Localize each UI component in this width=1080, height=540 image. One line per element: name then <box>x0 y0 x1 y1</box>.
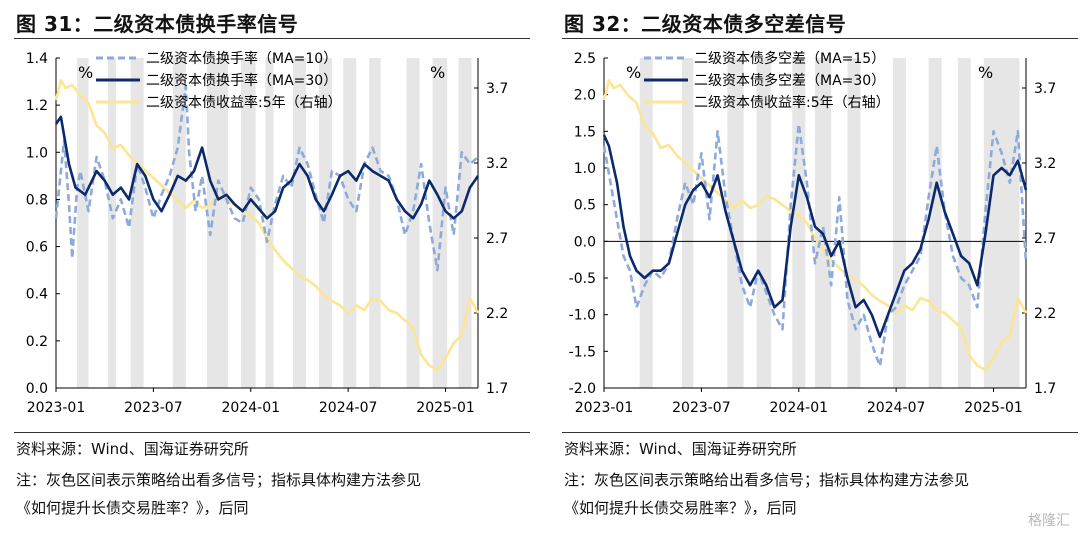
left-tick-label: 1.4 <box>26 51 48 67</box>
x-tick-label: 2023-07 <box>124 400 183 416</box>
left-tick-label: 0.5 <box>574 198 596 214</box>
left-tick-label: 1.0 <box>574 161 596 177</box>
source-rule <box>14 432 530 433</box>
x-tick-label: 2024-07 <box>319 400 378 416</box>
long-short-chart: -2.0 -1.5 -1.0 -0.5 0.0 0.5 1.0 1.5 2.0 2.5 1.7 2.2… <box>569 50 1057 416</box>
series-line-0 <box>602 122 1028 368</box>
legend-label: 二级资本债换手率（MA=10） <box>146 50 337 67</box>
signal-shade <box>241 58 256 388</box>
series-line-0 <box>54 84 479 272</box>
note-line-1: 注：灰色区间表示策略给出看多信号；指标具体构建方法参见 <box>16 471 422 489</box>
left-tick-label: 0.6 <box>26 240 48 256</box>
x-tick-label: 2024-07 <box>867 400 926 416</box>
left-tick-label: 1.2 <box>26 98 48 114</box>
left-tick-label: 0.4 <box>26 287 48 303</box>
left-tick-label: 2.0 <box>574 88 596 104</box>
right-tick-label: 1.7 <box>1034 381 1056 397</box>
left-tick-label: -1.5 <box>569 344 596 360</box>
note-text: 注：灰色区间表示策略给出看多信号；指标具体构建方法参见 《如何提升长债交易胜率？… <box>564 466 1074 522</box>
signal-shade <box>206 58 229 388</box>
x-tick-label: 2023-07 <box>672 400 731 416</box>
legend-label: 二级资本债多空差（MA=15） <box>694 50 885 67</box>
title-rule <box>562 38 1078 39</box>
note-line-2: 《如何提升长债交易胜率？》，后同 <box>564 499 797 517</box>
figure-32-panel: 图 32：二级资本债多空差信号 -2.0 -1.5 -1.0 -0.5 0.0 0.5 1.… <box>548 0 1078 540</box>
signal-shade <box>756 58 772 388</box>
source-rule <box>562 432 1078 433</box>
left-tick-label: 2.5 <box>574 51 596 67</box>
left-tick-label: -0.5 <box>569 271 596 287</box>
signal-shade <box>681 58 694 388</box>
title-rule <box>14 38 530 39</box>
signal-shade <box>928 58 942 388</box>
signal-shade <box>318 58 332 388</box>
left-tick-label: 0.0 <box>26 381 48 397</box>
left-tick-label: 0.0 <box>574 234 596 250</box>
signal-shade <box>815 58 832 388</box>
series-line-1 <box>602 134 1028 339</box>
left-unit-label: % <box>78 63 93 82</box>
x-tick-label: 2024-01 <box>222 400 281 416</box>
legend-label: 二级资本债多空差（MA=30） <box>694 72 885 89</box>
series-line-2 <box>54 79 480 372</box>
signal-shade <box>639 58 653 388</box>
signal-shade <box>77 58 89 388</box>
note-line-2: 《如何提升长债交易胜率？》，后同 <box>16 499 249 517</box>
signal-shade <box>369 58 381 388</box>
left-tick-label: -1.0 <box>569 308 596 324</box>
legend-label: 二级资本债换手率（MA=30） <box>146 72 337 89</box>
legend-label: 二级资本债收益率:5年（右轴） <box>146 94 342 111</box>
signal-shade <box>343 58 357 388</box>
right-tick-label: 3.7 <box>486 81 508 97</box>
series-line-1 <box>54 115 480 220</box>
right-unit-label: % <box>978 63 993 82</box>
signal-shade <box>406 58 420 388</box>
right-tick-label: 2.7 <box>486 231 508 247</box>
signal-shade <box>172 58 186 388</box>
x-tick-label: 2023-01 <box>575 400 634 416</box>
watermark-logo: 格隆汇 <box>1028 513 1070 529</box>
turnover-chart: 0.0 0.2 0.4 0.6 0.8 1.0 1.2 1.4 1.7 2.2 2.7 3.2 3.7 2… <box>26 50 509 416</box>
signal-shade <box>107 58 117 388</box>
signal-shade <box>727 58 744 388</box>
signal-shade <box>265 58 274 388</box>
right-tick-label: 1.7 <box>486 381 508 397</box>
left-tick-label: -2.0 <box>569 381 596 397</box>
signal-shade <box>892 58 906 388</box>
x-tick-label: 2023-01 <box>27 400 86 416</box>
figure-title: 图 31：二级资本债换手率信号 <box>16 12 299 36</box>
right-tick-label: 2.7 <box>1034 231 1056 247</box>
right-tick-label: 2.2 <box>486 306 508 322</box>
note-line-1: 注：灰色区间表示策略给出看多信号；指标具体构建方法参见 <box>564 471 970 489</box>
note-text: 注：灰色区间表示策略给出看多信号；指标具体构建方法参见 《如何提升长债交易胜率？… <box>16 466 526 522</box>
x-tick-label: 2025-01 <box>964 400 1023 416</box>
right-tick-label: 3.2 <box>486 156 508 172</box>
left-tick-label: 1.0 <box>26 145 48 161</box>
legend-label: 二级资本债收益率:5年（右轴） <box>694 94 890 111</box>
signal-shade <box>130 58 144 388</box>
right-unit-label: % <box>430 63 445 82</box>
source-text: 资料来源：Wind、国海证券研究所 <box>16 440 249 458</box>
left-tick-label: 0.2 <box>26 334 48 350</box>
signal-shade <box>983 58 1020 388</box>
x-tick-label: 2024-01 <box>770 400 829 416</box>
right-tick-label: 2.2 <box>1034 306 1056 322</box>
left-tick-label: 1.5 <box>574 124 596 140</box>
x-tick-label: 2025-01 <box>416 400 475 416</box>
right-tick-label: 3.7 <box>1034 81 1056 97</box>
right-tick-label: 3.2 <box>1034 156 1056 172</box>
left-unit-label: % <box>626 63 641 82</box>
figure-31-panel: 图 31：二级资本债换手率信号 0.0 0.2 0.4 0.6 0.8 1.0 1.2 1.4… <box>0 0 530 540</box>
source-text: 资料来源：Wind、国海证券研究所 <box>564 440 797 458</box>
left-tick-label: 0.8 <box>26 192 48 208</box>
signal-shade <box>292 58 306 388</box>
signal-shade <box>432 58 448 388</box>
figure-title: 图 32：二级资本债多空差信号 <box>564 12 847 36</box>
signal-shade <box>957 58 971 388</box>
